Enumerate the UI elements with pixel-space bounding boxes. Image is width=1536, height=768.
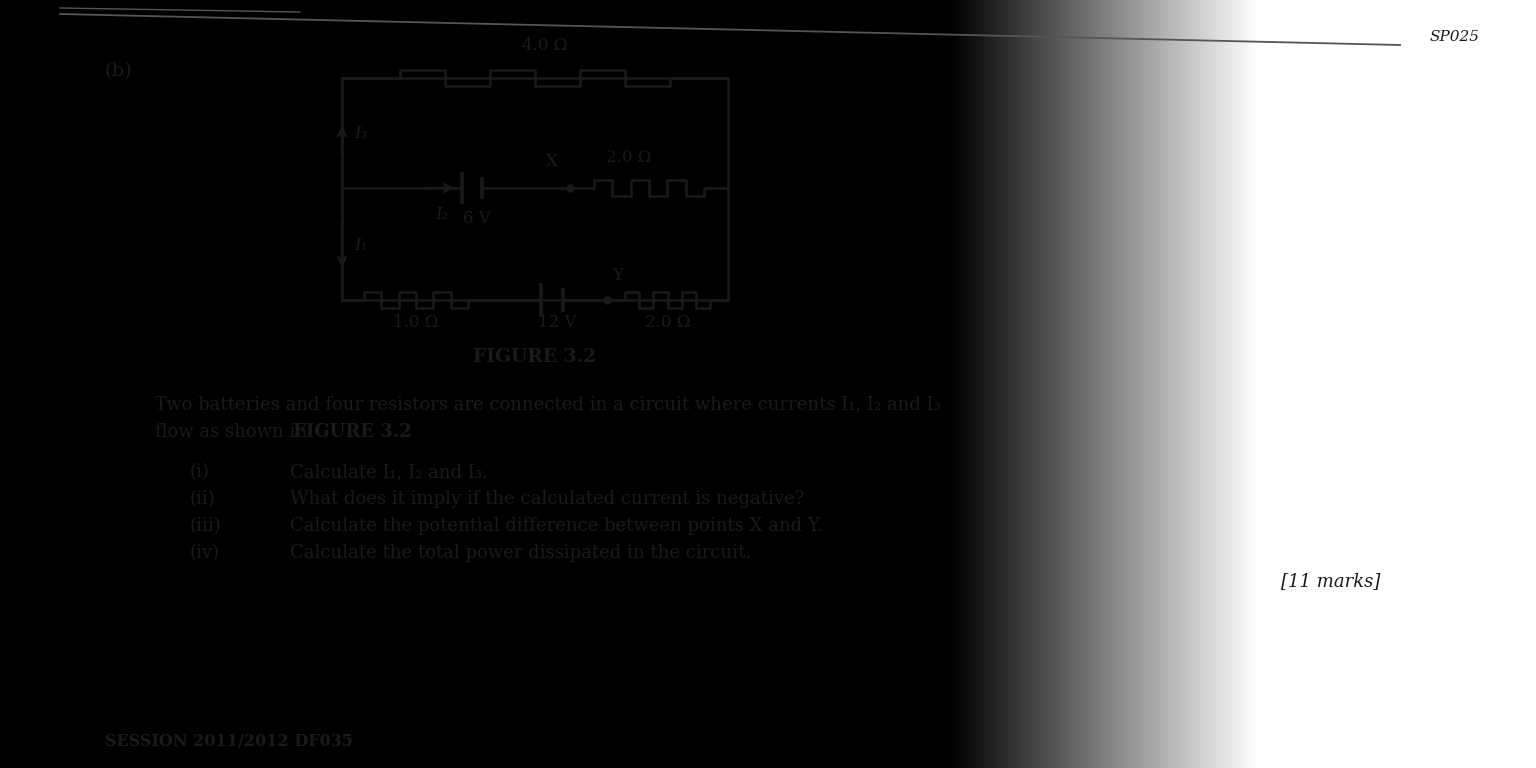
Text: 2.0 Ω: 2.0 Ω <box>645 314 690 331</box>
Text: FIGURE 3.2: FIGURE 3.2 <box>473 348 596 366</box>
Text: flow as shown in: flow as shown in <box>155 423 313 441</box>
Text: SESSION 2011/2012 DF035: SESSION 2011/2012 DF035 <box>104 733 353 750</box>
Text: 1.0 Ω: 1.0 Ω <box>393 314 439 331</box>
Text: (iv): (iv) <box>190 544 220 562</box>
Text: (iii): (iii) <box>190 517 221 535</box>
Text: 6 V: 6 V <box>464 210 492 227</box>
Text: What does it imply if the calculated current is negative?: What does it imply if the calculated cur… <box>290 490 805 508</box>
Text: (ii): (ii) <box>190 490 215 508</box>
Text: FIGURE 3.2: FIGURE 3.2 <box>293 423 412 441</box>
Text: (i): (i) <box>190 463 210 481</box>
Text: Calculate the total power dissipated in the circuit.: Calculate the total power dissipated in … <box>290 544 751 562</box>
Text: I₃: I₃ <box>353 124 367 141</box>
Text: (b): (b) <box>104 62 132 80</box>
Text: Calculate I₁, I₂ and I₃.: Calculate I₁, I₂ and I₃. <box>290 463 488 481</box>
Text: I₁: I₁ <box>353 237 367 253</box>
Text: .: . <box>379 423 386 441</box>
Text: X: X <box>547 153 558 170</box>
Text: 4.0 Ω: 4.0 Ω <box>522 37 568 54</box>
Text: [11 marks]: [11 marks] <box>1281 572 1379 590</box>
Text: 2.0 Ω: 2.0 Ω <box>607 149 651 166</box>
Text: I₂: I₂ <box>435 206 449 223</box>
Text: Calculate the potential difference between points X and Y.: Calculate the potential difference betwe… <box>290 517 823 535</box>
Text: Two batteries and four resistors are connected in a circuit where currents I₁, I: Two batteries and four resistors are con… <box>155 395 940 413</box>
Text: Y: Y <box>611 267 624 284</box>
Text: SP025: SP025 <box>1430 30 1481 44</box>
Text: 12 V: 12 V <box>538 314 576 331</box>
